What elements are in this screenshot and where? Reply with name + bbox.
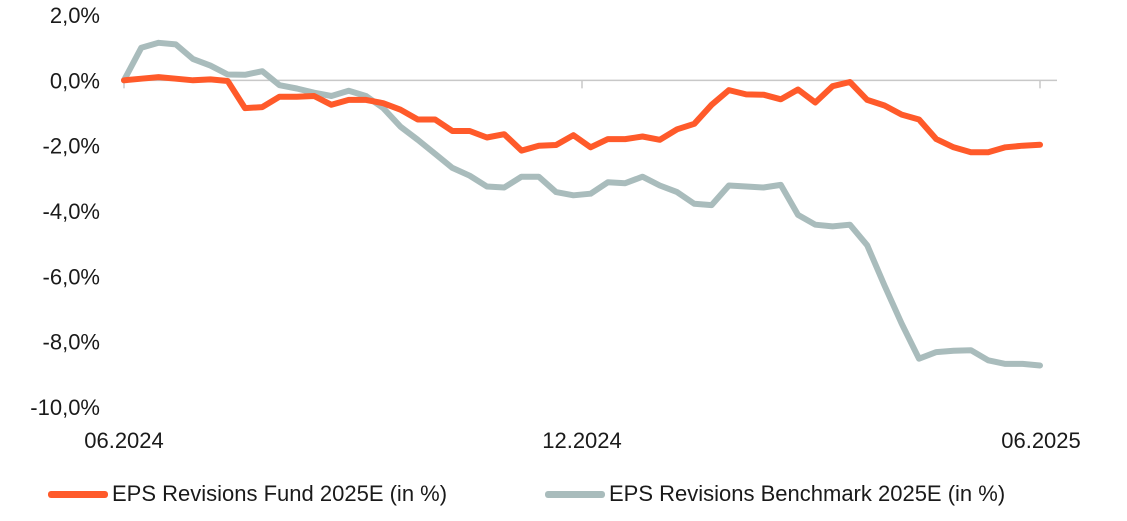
y-tick-label: 2,0% <box>50 3 100 28</box>
line-chart: 2,0% 0,0% -2,0% -4,0% -6,0% -8,0% -10,0% 06.202… <box>30 3 1080 453</box>
legend-label-benchmark: EPS Revisions Benchmark 2025E (in %) <box>609 481 1006 506</box>
y-tick-label: -6,0% <box>43 264 100 289</box>
series-line-fund <box>121 74 1043 156</box>
legend-item-fund: EPS Revisions Fund 2025E (in %) <box>48 476 447 512</box>
legend-swatch-benchmark <box>545 490 605 498</box>
x-tick-label: 06.2024 <box>84 428 164 453</box>
series-line-benchmark <box>121 39 1043 369</box>
y-tick-label: -2,0% <box>43 134 100 159</box>
y-tick-label: -10,0% <box>30 395 100 420</box>
legend-swatch-fund <box>48 490 108 498</box>
x-tick-label: 06.2025 <box>1001 428 1081 453</box>
y-tick-label: 0,0% <box>50 68 100 93</box>
chart-axes: 2,0% 0,0% -2,0% -4,0% -6,0% -8,0% -10,0% 06.202… <box>30 3 1080 453</box>
x-tick-label: 12.2024 <box>542 428 622 453</box>
y-tick-label: -4,0% <box>43 199 100 224</box>
legend-label-fund: EPS Revisions Fund 2025E (in %) <box>112 481 448 506</box>
chart-series-lines <box>121 39 1043 369</box>
y-tick-label: -8,0% <box>43 330 100 355</box>
chart-legend: EPS Revisions Fund 2025E (in %) EPS Revi… <box>0 476 1127 512</box>
legend-item-benchmark: EPS Revisions Benchmark 2025E (in %) <box>545 476 1005 512</box>
